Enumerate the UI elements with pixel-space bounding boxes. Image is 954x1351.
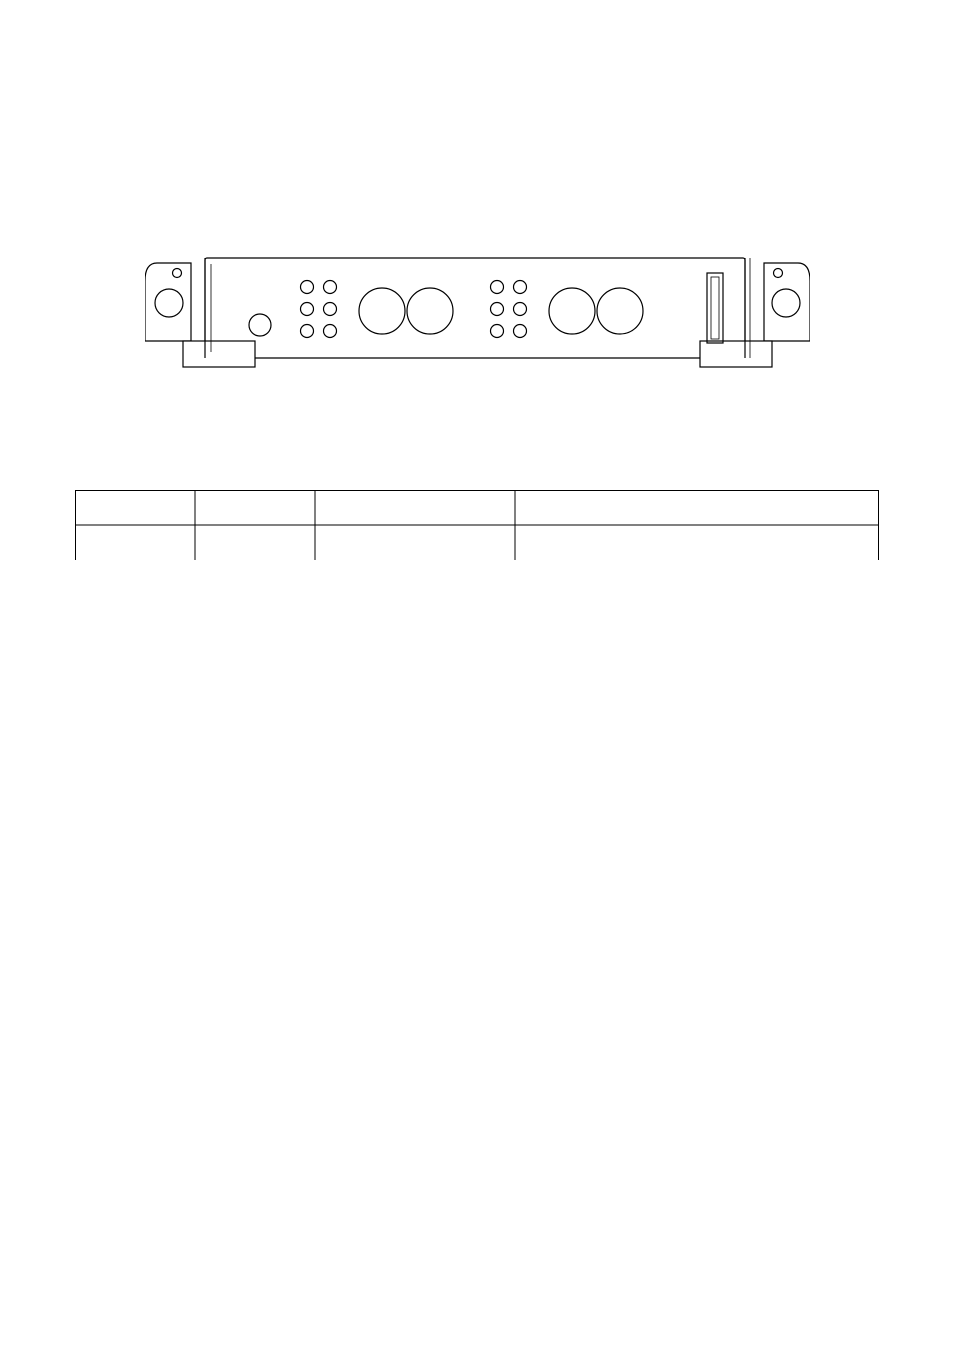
device-diagram <box>145 255 810 370</box>
data-table <box>75 490 879 560</box>
page <box>0 0 954 1351</box>
